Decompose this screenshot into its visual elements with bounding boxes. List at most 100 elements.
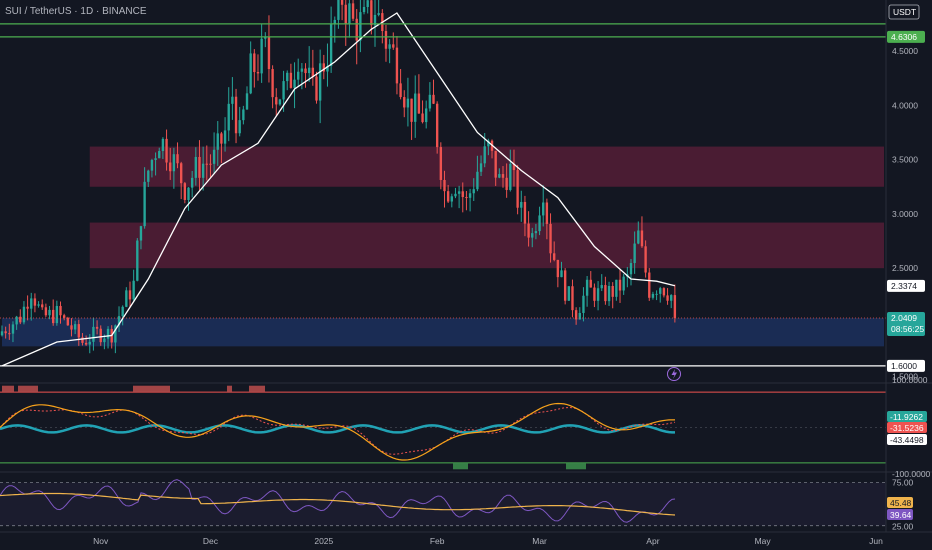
candle-body <box>70 325 73 330</box>
candle-body <box>655 293 658 295</box>
candle-body <box>373 14 377 26</box>
candle-body <box>194 156 198 178</box>
rsi-pane[interactable]: 75.00 25.00 45.48 39.64 <box>0 478 914 532</box>
price-axis[interactable]: 4.5000 4.0000 3.5000 3.0000 2.5000 1.5000 <box>892 46 918 382</box>
zone-demand <box>2 318 884 347</box>
candle-body <box>425 108 428 123</box>
candle-body <box>388 44 391 49</box>
candle-body <box>545 202 549 224</box>
candle-body <box>48 309 51 316</box>
time-axis[interactable]: Nov Dec 2025 Feb Mar Apr May Jun <box>93 536 883 546</box>
symbol-title[interactable]: SUI / TetherUS · 1D · BINANCE <box>5 6 147 17</box>
candle-body <box>549 223 552 254</box>
candle-body <box>190 177 194 188</box>
candles-layer <box>0 0 677 354</box>
candle-body <box>527 223 530 238</box>
candle-body <box>337 0 340 20</box>
candle-body <box>15 316 18 325</box>
candle-body <box>662 288 666 296</box>
candle-body <box>242 109 245 121</box>
time-axis-label: Mar <box>532 536 547 546</box>
candle-body <box>414 93 417 122</box>
candle-body <box>329 24 333 67</box>
candle-body <box>300 68 304 72</box>
osc-tag-bg <box>887 411 927 422</box>
zone-supply <box>89 222 885 269</box>
ma-value-tag-bg <box>887 279 925 292</box>
candle-body <box>498 174 501 178</box>
candle-body <box>472 189 475 194</box>
candle-body <box>670 295 673 301</box>
candle-body <box>666 295 669 301</box>
candle-body <box>563 270 567 301</box>
candle-body <box>593 287 596 301</box>
rsi-axis-label: 75.00 <box>892 478 914 488</box>
candle-body <box>454 193 457 197</box>
candle-body <box>158 151 161 159</box>
candle-body <box>41 304 44 308</box>
candle-body <box>121 306 124 317</box>
candle-body <box>304 68 307 74</box>
candle-body <box>512 163 516 171</box>
candle-body <box>59 305 62 316</box>
lightning-icon[interactable] <box>667 367 681 381</box>
candle-body <box>392 44 395 48</box>
candle-body <box>600 285 603 289</box>
candle-body <box>150 159 154 171</box>
candle-body <box>147 170 150 182</box>
oscillator-pane[interactable]: 100.0000 -100.0000 -11.9262-31.5236 -43.449… <box>0 375 931 479</box>
time-axis-label: Dec <box>203 536 219 546</box>
candle-body <box>567 286 571 301</box>
candle-body <box>651 293 655 298</box>
rsi-ma-tag: 45.48 <box>890 498 912 508</box>
candle-body <box>238 120 241 134</box>
candle-body <box>410 98 413 122</box>
candle-body <box>403 97 406 108</box>
candle-body <box>589 279 592 288</box>
price-axis-label: 3.5000 <box>892 155 918 165</box>
candle-body <box>125 290 128 307</box>
support-tag: 1.6000 <box>891 361 917 371</box>
candle-body <box>33 298 37 306</box>
overbought-block <box>227 385 232 393</box>
candle-body <box>509 163 512 190</box>
candle-body <box>103 338 106 343</box>
osc-slow-line <box>0 406 676 455</box>
candle-body <box>501 174 505 178</box>
osc-fast-line <box>0 402 676 461</box>
candle-body <box>205 163 208 165</box>
candle-body <box>538 215 541 232</box>
candle-body <box>8 333 11 335</box>
last-price-tag-bg <box>887 312 925 337</box>
overbought-block <box>2 385 14 393</box>
osc-tag: -11.9262 <box>890 412 923 422</box>
osc-tag-bg <box>887 422 927 433</box>
candle-body <box>95 326 99 329</box>
candle-body <box>267 36 271 70</box>
candle-body <box>176 154 179 164</box>
candle-body <box>84 342 88 345</box>
candle-body <box>531 233 534 238</box>
candle-body <box>468 193 472 198</box>
candle-body <box>77 324 80 338</box>
candle-body <box>165 138 168 163</box>
candle-body <box>88 341 91 345</box>
candle-body <box>421 113 424 123</box>
candle-body <box>571 286 574 311</box>
candle-body <box>443 179 446 192</box>
candle-body <box>73 324 77 330</box>
candle-body <box>520 201 523 208</box>
candle-body <box>344 4 347 24</box>
candle-body <box>534 231 538 234</box>
candle-body <box>293 79 296 88</box>
candle-body <box>461 191 464 198</box>
candle-body <box>315 76 318 101</box>
rsi-line <box>0 479 676 523</box>
candle-body <box>52 309 55 324</box>
overbought-block <box>133 385 170 393</box>
osc-tag: -31.5236 <box>890 423 924 433</box>
zone-supply <box>89 146 885 187</box>
rsi-ma-tag-bg <box>887 497 913 508</box>
